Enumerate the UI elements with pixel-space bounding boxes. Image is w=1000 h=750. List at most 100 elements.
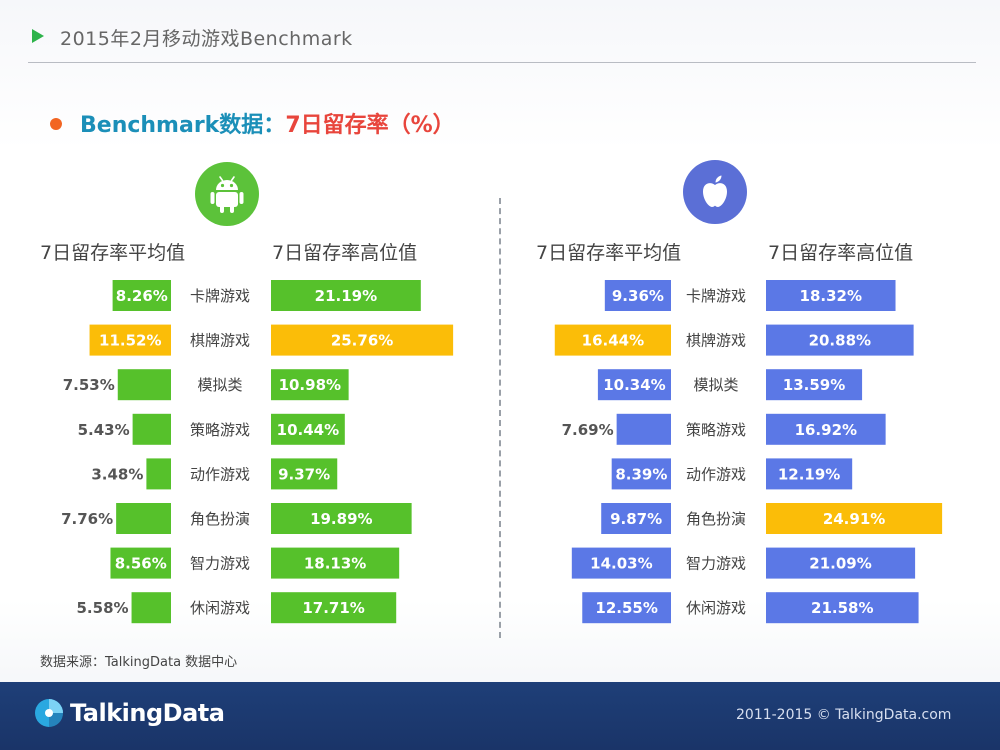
ios-category-label: 角色扮演	[686, 510, 746, 528]
android-avg-value-label: 3.48%	[91, 465, 143, 483]
android-avg-value-label: 11.52%	[99, 332, 161, 350]
ios-high-value-label: 12.19%	[778, 465, 840, 483]
android-high-bar	[271, 413, 345, 445]
android-high-value-label: 10.98%	[279, 376, 341, 394]
android-avg-value-label: 5.58%	[77, 599, 129, 617]
android-avg-bar	[116, 503, 171, 534]
android-high-bar	[271, 503, 412, 534]
ios-avg-bar	[554, 324, 671, 356]
ios-high-bar	[766, 324, 914, 356]
ios-avg-bar	[604, 280, 671, 311]
section-title-prefix: Benchmark数据：	[80, 113, 286, 138]
ios-high-header: 7日留存率高位值	[768, 242, 914, 264]
android-high-bar	[271, 547, 400, 579]
ios-category-label: 策略游戏	[686, 421, 746, 439]
ios-avg-value-label: 9.87%	[610, 510, 662, 528]
ios-high-value-label: 20.88%	[809, 332, 871, 350]
android-high-value-label: 18.13%	[304, 555, 366, 573]
android-avg-bar	[110, 547, 171, 579]
android-high-value-label: 9.37%	[278, 465, 330, 483]
ios-avg-bar	[571, 547, 671, 579]
ios-category-label: 棋牌游戏	[686, 332, 746, 350]
data-source-note: 数据来源：TalkingData 数据中心	[40, 655, 238, 670]
talkingdata-logo-text: TalkingData	[70, 699, 225, 727]
android-category-label: 模拟类	[197, 376, 242, 394]
android-category-label: 策略游戏	[190, 421, 250, 439]
footer-copyright: 2011-2015 © TalkingData.com	[736, 707, 952, 723]
ios-high-bar	[766, 547, 916, 579]
bullet-dot-icon	[50, 118, 62, 130]
android-category-label: 动作游戏	[190, 465, 250, 483]
ios-high-value-label: 24.91%	[823, 510, 885, 528]
ios-high-bar	[766, 413, 886, 445]
android-avg-value-label: 7.53%	[63, 376, 115, 394]
android-high-header: 7日留存率高位值	[272, 242, 418, 264]
android-high-value-label: 17.71%	[302, 599, 364, 617]
ios-high-value-label: 21.58%	[811, 599, 873, 617]
page-title: 2015年2月移动游戏Benchmark	[60, 28, 353, 50]
ios-avg-bar	[616, 413, 671, 445]
section-title: Benchmark数据：7日留存率（%）	[80, 107, 455, 139]
ios-category-label: 动作游戏	[686, 465, 746, 483]
ios-avg-value-label: 9.36%	[612, 287, 664, 305]
ios-high-value-label: 16.92%	[795, 421, 857, 439]
android-avg-bar	[131, 592, 171, 624]
android-icon	[195, 162, 259, 226]
android-high-bar	[271, 458, 338, 490]
ios-avg-value-label: 7.69%	[562, 421, 614, 439]
platform-divider	[499, 198, 501, 638]
android-high-value-label: 19.89%	[310, 510, 372, 528]
android-category-label: 角色扮演	[190, 510, 250, 528]
ios-avg-bar	[582, 592, 671, 624]
ios-category-label: 模拟类	[693, 376, 738, 394]
ios-avg-value-label: 16.44%	[582, 332, 644, 350]
android-avg-header: 7日留存率平均值	[40, 242, 186, 264]
android-avg-bar	[132, 413, 171, 445]
ios-avg-bar	[597, 369, 671, 401]
android-high-value-label: 21.19%	[315, 287, 377, 305]
talkingdata-logo-icon	[35, 699, 63, 727]
ios-high-value-label: 13.59%	[783, 376, 845, 394]
ios-avg-value-label: 10.34%	[603, 376, 665, 394]
android-avg-value-label: 5.43%	[78, 421, 130, 439]
ios-avg-bar	[601, 503, 671, 534]
android-avg-bar	[117, 369, 171, 401]
android-avg-value-label: 8.26%	[116, 287, 168, 305]
footer-bar	[0, 682, 1000, 750]
header-divider	[28, 62, 976, 63]
ios-high-bar	[766, 592, 919, 624]
android-high-bar	[271, 592, 397, 624]
android-category-label: 休闲游戏	[190, 599, 250, 617]
ios-avg-value-label: 14.03%	[590, 555, 652, 573]
android-avg-bar	[89, 324, 171, 356]
ios-avg-value-label: 12.55%	[595, 599, 657, 617]
ios-high-bar	[766, 458, 853, 490]
android-high-value-label: 10.44%	[277, 421, 339, 439]
android-category-label: 卡牌游戏	[190, 287, 250, 305]
section-title-metric: 7日留存率（%）	[285, 113, 455, 138]
android-avg-bar	[146, 458, 171, 490]
ios-avg-bar	[611, 458, 671, 490]
android-category-label: 棋牌游戏	[190, 332, 250, 350]
ios-avg-value-label: 8.39%	[615, 465, 667, 483]
ios-category-label: 智力游戏	[686, 555, 746, 573]
android-avg-value-label: 7.76%	[61, 510, 113, 528]
android-category-label: 智力游戏	[190, 555, 250, 573]
android-high-bar	[271, 280, 421, 311]
android-high-bar	[271, 369, 349, 401]
ios-high-value-label: 18.32%	[800, 287, 862, 305]
ios-high-bar	[766, 503, 943, 534]
ios-high-bar	[766, 369, 863, 401]
android-high-value-label: 25.76%	[331, 332, 393, 350]
ios-high-value-label: 21.09%	[809, 555, 871, 573]
ios-avg-header: 7日留存率平均值	[536, 242, 682, 264]
apple-icon	[683, 160, 747, 224]
ios-category-label: 卡牌游戏	[686, 287, 746, 305]
header-triangle-icon	[32, 29, 44, 43]
android-high-bar	[271, 324, 454, 356]
android-avg-bar	[112, 280, 171, 311]
ios-high-bar	[766, 280, 896, 311]
ios-category-label: 休闲游戏	[686, 599, 746, 617]
android-avg-value-label: 8.56%	[115, 555, 167, 573]
